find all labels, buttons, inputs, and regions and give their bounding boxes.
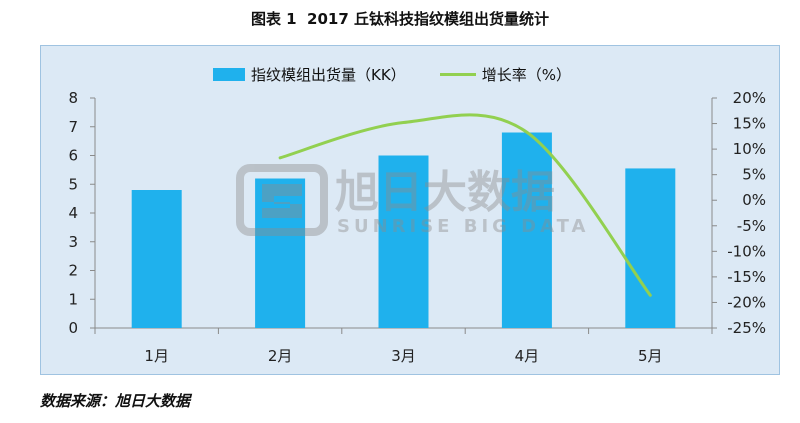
bar-3 [378, 155, 429, 328]
y-right-tick-label: 15% [733, 115, 766, 133]
y-left-tick-label: 5 [68, 175, 78, 193]
watermark-logo-icon [236, 164, 328, 236]
x-tick-label: 2月 [268, 347, 293, 365]
legend: 指纹模组出货量（KK） 增长率（%） [213, 64, 571, 85]
bar-4 [501, 132, 552, 328]
y-left-tick-label: 0 [68, 319, 78, 337]
y-left-tick-label: 3 [68, 233, 78, 251]
watermark-text-cn: 旭日大数据 [335, 167, 555, 218]
bars-layer [131, 132, 676, 328]
y-right-tick-label: -5% [737, 217, 766, 235]
y-left-tick-label: 6 [68, 147, 78, 165]
y-right-tick-label: 20% [733, 89, 766, 107]
legend-label-growth: 增长率（%） [481, 66, 571, 84]
y-left-tick-label: 1 [68, 290, 78, 308]
legend-line-swatch [439, 73, 476, 76]
source-note: 数据来源：旭日大数据 [40, 392, 191, 410]
y-right-tick-label: -25% [727, 319, 766, 337]
legend-label-shipments: 指纹模组出货量（KK） [251, 66, 406, 84]
bar-5 [625, 168, 676, 328]
y-right-tick-label: 0% [742, 191, 766, 209]
y-left-tick-label: 7 [68, 118, 78, 136]
watermark-text-en: SUNRISE BIG DATA [337, 216, 589, 237]
y-right-tick-label: -15% [727, 268, 766, 286]
line-layer [278, 113, 652, 297]
bar-2 [255, 178, 306, 328]
y-left-tick-label: 2 [68, 262, 78, 280]
y-right-tick-label: -10% [727, 242, 766, 260]
x-tick-label: 5月 [638, 347, 663, 365]
x-tick-label: 1月 [144, 347, 169, 365]
bar-1 [131, 190, 182, 328]
x-tick-label: 4月 [515, 347, 540, 365]
y-left-tick-label: 8 [68, 89, 78, 107]
watermark: 旭日大数据 SUNRISE BIG DATA [236, 164, 589, 237]
y-right-tick-label: 5% [742, 166, 766, 184]
chart-title: 图表 1 2017 丘钛科技指纹模组出货量统计 [250, 10, 550, 28]
growth-rate-line [278, 113, 652, 297]
y-right-tick-label: 10% [733, 140, 766, 158]
legend-bar-swatch [213, 68, 245, 81]
y-left-tick-label: 4 [68, 204, 78, 222]
y-right-tick-label: -20% [727, 293, 766, 311]
x-tick-label: 3月 [391, 347, 416, 365]
